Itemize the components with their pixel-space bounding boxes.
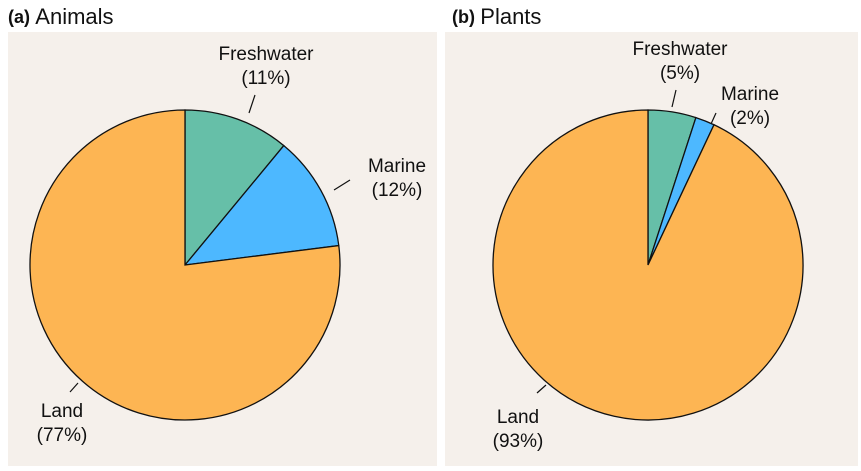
- pie-slice: [29, 109, 341, 421]
- value-label: (77%): [37, 425, 88, 446]
- value-label: (12%): [372, 180, 423, 201]
- pie-slice: [492, 109, 804, 421]
- leader-line: [333, 179, 351, 191]
- value-label: (93%): [493, 431, 544, 452]
- chart-title: Animals: [35, 4, 113, 29]
- value-label: (5%): [660, 63, 700, 84]
- slice-label: Freshwater: [218, 44, 314, 65]
- slice-label: Land: [497, 407, 539, 428]
- panel-title: (b) Plants: [452, 4, 541, 29]
- slice-label: Marine: [721, 84, 779, 105]
- slice-label: Marine: [368, 156, 426, 177]
- pie-slice: [183, 144, 340, 266]
- slice-label: Freshwater: [632, 39, 728, 60]
- leader-line: [536, 384, 547, 394]
- chart-title: Plants: [480, 4, 541, 29]
- slice-label: Land: [41, 401, 83, 422]
- leader-line: [671, 89, 677, 108]
- pie-slice: [184, 109, 285, 267]
- panel-label: (b): [452, 7, 475, 27]
- leader-line: [248, 94, 256, 114]
- value-label: (11%): [241, 68, 290, 89]
- value-label: (2%): [730, 108, 770, 129]
- panel-title: (a) Animals: [8, 4, 114, 29]
- leader-line: [710, 112, 717, 125]
- leader-line: [69, 382, 79, 393]
- panel-label: (a): [8, 7, 30, 27]
